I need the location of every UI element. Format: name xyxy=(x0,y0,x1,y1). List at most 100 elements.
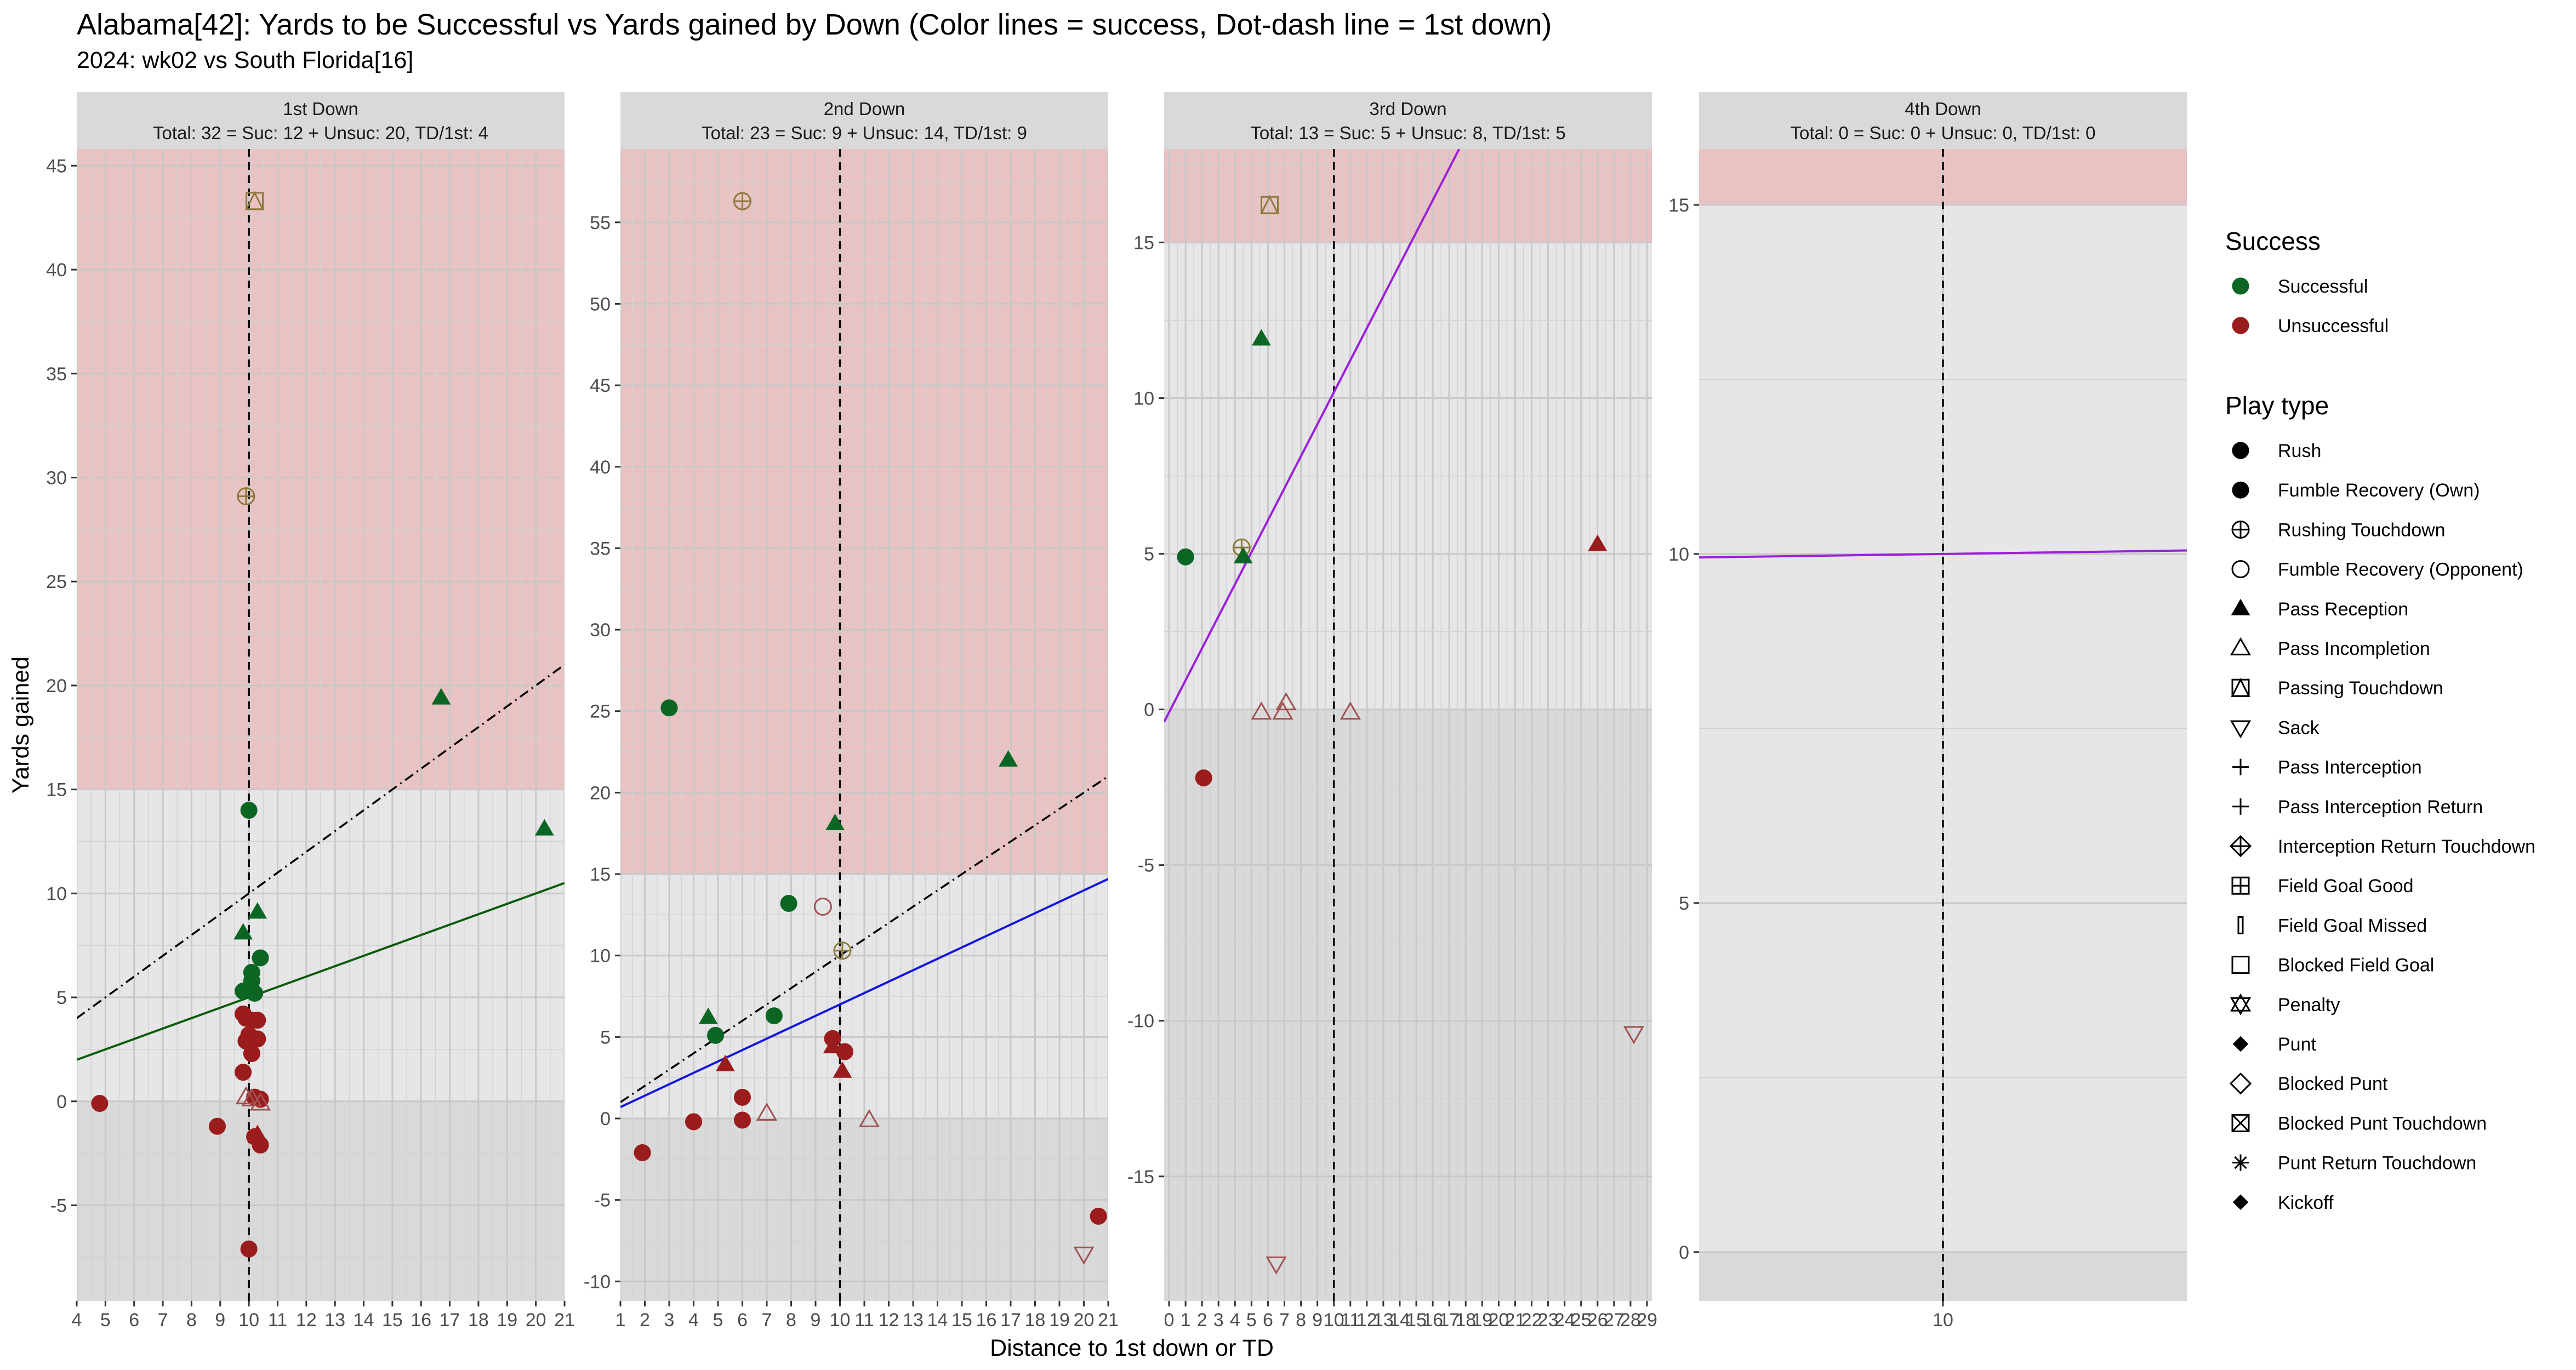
x-tick-label: 17 xyxy=(1000,1310,1021,1331)
x-tick-label: 4 xyxy=(1230,1310,1240,1331)
x-tick-label: 28 xyxy=(1620,1310,1641,1331)
data-point xyxy=(235,1086,257,1105)
x-axis: 0 1 2 3 4 5 6 7 8 9 101112131415161718192021222324… xyxy=(1164,1301,1657,1331)
legend-key-marker xyxy=(2232,1154,2249,1171)
panel-strip-summary: Total: 13 = Suc: 5 + Unsuc: 8, TD/1st: 5 xyxy=(1250,123,1565,143)
success-threshold-line xyxy=(1699,549,2187,559)
y-tick-label: 25 xyxy=(590,701,611,722)
legend-item-playtype: Pass Reception xyxy=(2231,598,2408,620)
success-threshold-line xyxy=(77,882,565,1061)
x-tick-label: 17 xyxy=(1439,1310,1460,1331)
reference-lines xyxy=(77,149,565,1301)
x-tick-label: 22 xyxy=(1521,1310,1542,1331)
legend-key-marker xyxy=(2237,916,2244,934)
data-point xyxy=(240,802,258,819)
panel-strip-summary: Total: 32 = Suc: 12 + Unsuc: 20, TD/1st:… xyxy=(153,123,488,143)
legend-label: Punt xyxy=(2278,1034,2316,1055)
y-tick-label: -10 xyxy=(1127,1011,1154,1032)
legend-label: Fumble Recovery (Opponent) xyxy=(2278,560,2523,580)
panel-strip-title: 2nd Down xyxy=(824,99,905,119)
legend-label: Blocked Punt xyxy=(2278,1074,2388,1094)
legend-item-playtype: Field Goal Missed xyxy=(2237,915,2427,936)
chart-title: Alabama[42]: Yards to be Successful vs Y… xyxy=(77,8,1552,41)
data-point xyxy=(1073,1246,1095,1265)
data-point xyxy=(836,1043,853,1060)
y-tick-label: 0 xyxy=(600,1109,611,1129)
data-point xyxy=(245,191,265,210)
legend-key-marker xyxy=(2229,835,2252,858)
y-tick-label: 5 xyxy=(56,987,67,1008)
x-tick-label: 12 xyxy=(879,1310,899,1331)
gridlines xyxy=(1699,149,2187,1301)
legend-label: Penalty xyxy=(2278,995,2340,1015)
legend-key-marker xyxy=(2232,798,2249,815)
data-point xyxy=(91,1095,109,1112)
gridlines xyxy=(620,149,1108,1301)
data-point xyxy=(634,1144,651,1161)
y-tick-label: 55 xyxy=(590,213,611,233)
y-tick-label: 10 xyxy=(1668,544,1689,565)
panel-strip-summary: Total: 23 = Suc: 9 + Unsuc: 14, TD/1st: … xyxy=(702,123,1027,143)
x-tick-label: 13 xyxy=(903,1310,924,1331)
y-tick-label: 35 xyxy=(590,538,611,559)
x-tick-label: 10 xyxy=(1324,1310,1344,1331)
y-tick-label: 5 xyxy=(1144,544,1154,565)
y-tick-label: 50 xyxy=(590,294,611,315)
data-point xyxy=(734,1088,751,1106)
data-point xyxy=(833,941,852,960)
y-tick-label: -5 xyxy=(50,1195,67,1216)
x-tick-label: 6 xyxy=(129,1310,139,1331)
legend-label: Pass Incompletion xyxy=(2278,638,2430,659)
legend-key-marker xyxy=(2231,677,2250,697)
legend-label: Interception Return Touchdown xyxy=(2278,836,2535,857)
x-tick-label: 19 xyxy=(497,1310,517,1331)
x-tick-label: 6 xyxy=(737,1310,748,1331)
x-tick-label: 19 xyxy=(1049,1310,1070,1331)
x-tick-label: 9 xyxy=(215,1310,225,1331)
data-point xyxy=(1266,1256,1287,1275)
data-point xyxy=(999,750,1018,767)
data-point xyxy=(249,1092,271,1111)
x-tick-label: 2 xyxy=(640,1310,650,1331)
legend-label: Rush xyxy=(2278,441,2321,461)
y-tick-label: 0 xyxy=(1144,700,1154,721)
x-tick-label: 7 xyxy=(158,1310,168,1331)
data-point xyxy=(1177,548,1194,566)
y-tick-label: 10 xyxy=(46,883,67,904)
legend-item-playtype: Fumble Recovery (Opponent) xyxy=(2231,560,2523,580)
legend-label: Punt Return Touchdown xyxy=(2278,1153,2476,1174)
legend-label: Blocked Field Goal xyxy=(2278,955,2434,976)
legend-item-playtype: Pass Interception xyxy=(2232,757,2422,778)
y-tick-label: 15 xyxy=(1133,232,1154,253)
y-tick-label: -15 xyxy=(1127,1167,1154,1188)
legend-label: Pass Interception Return xyxy=(2278,797,2483,818)
legend-label: Pass Reception xyxy=(2278,599,2408,620)
legend-label: Field Goal Missed xyxy=(2278,915,2427,936)
x-tick-label: 29 xyxy=(1637,1310,1657,1331)
data-point xyxy=(685,1113,702,1131)
data-point xyxy=(243,1044,260,1062)
legend-item-playtype: Penalty xyxy=(2230,993,2340,1015)
x-axis: 4 5 6 7 8 9 10 11 12 13 14 15 16 17 18 19 20 21 xyxy=(72,1301,575,1331)
panel-strip xyxy=(620,92,1108,149)
legend-key-marker xyxy=(2232,317,2249,334)
data-point xyxy=(707,1026,725,1044)
data-point xyxy=(249,1012,266,1029)
data-point xyxy=(1588,534,1608,551)
data-point xyxy=(1195,769,1212,787)
x-tick-label: 15 xyxy=(1406,1310,1427,1331)
legend-item-unsuccessful: Unsuccessful xyxy=(2232,316,2389,336)
y-tick-label: 20 xyxy=(590,783,611,803)
x-tick-label: 21 xyxy=(1098,1310,1119,1331)
y-axis: 0 5 10 15 xyxy=(1668,195,1699,1263)
data-points xyxy=(91,191,554,1258)
legend-playtype-title: Play type xyxy=(2225,391,2329,420)
data-point xyxy=(1090,1207,1107,1225)
y-axis: -5 0 5 10 15 20 25 30 35 40 45 xyxy=(46,156,77,1216)
data-point xyxy=(833,1061,852,1078)
legend-item-successful: Successful xyxy=(2232,276,2368,297)
legend-key-marker xyxy=(2229,1072,2252,1095)
panel-strip-title: 1st Down xyxy=(283,99,358,119)
data-point xyxy=(1623,1026,1645,1044)
